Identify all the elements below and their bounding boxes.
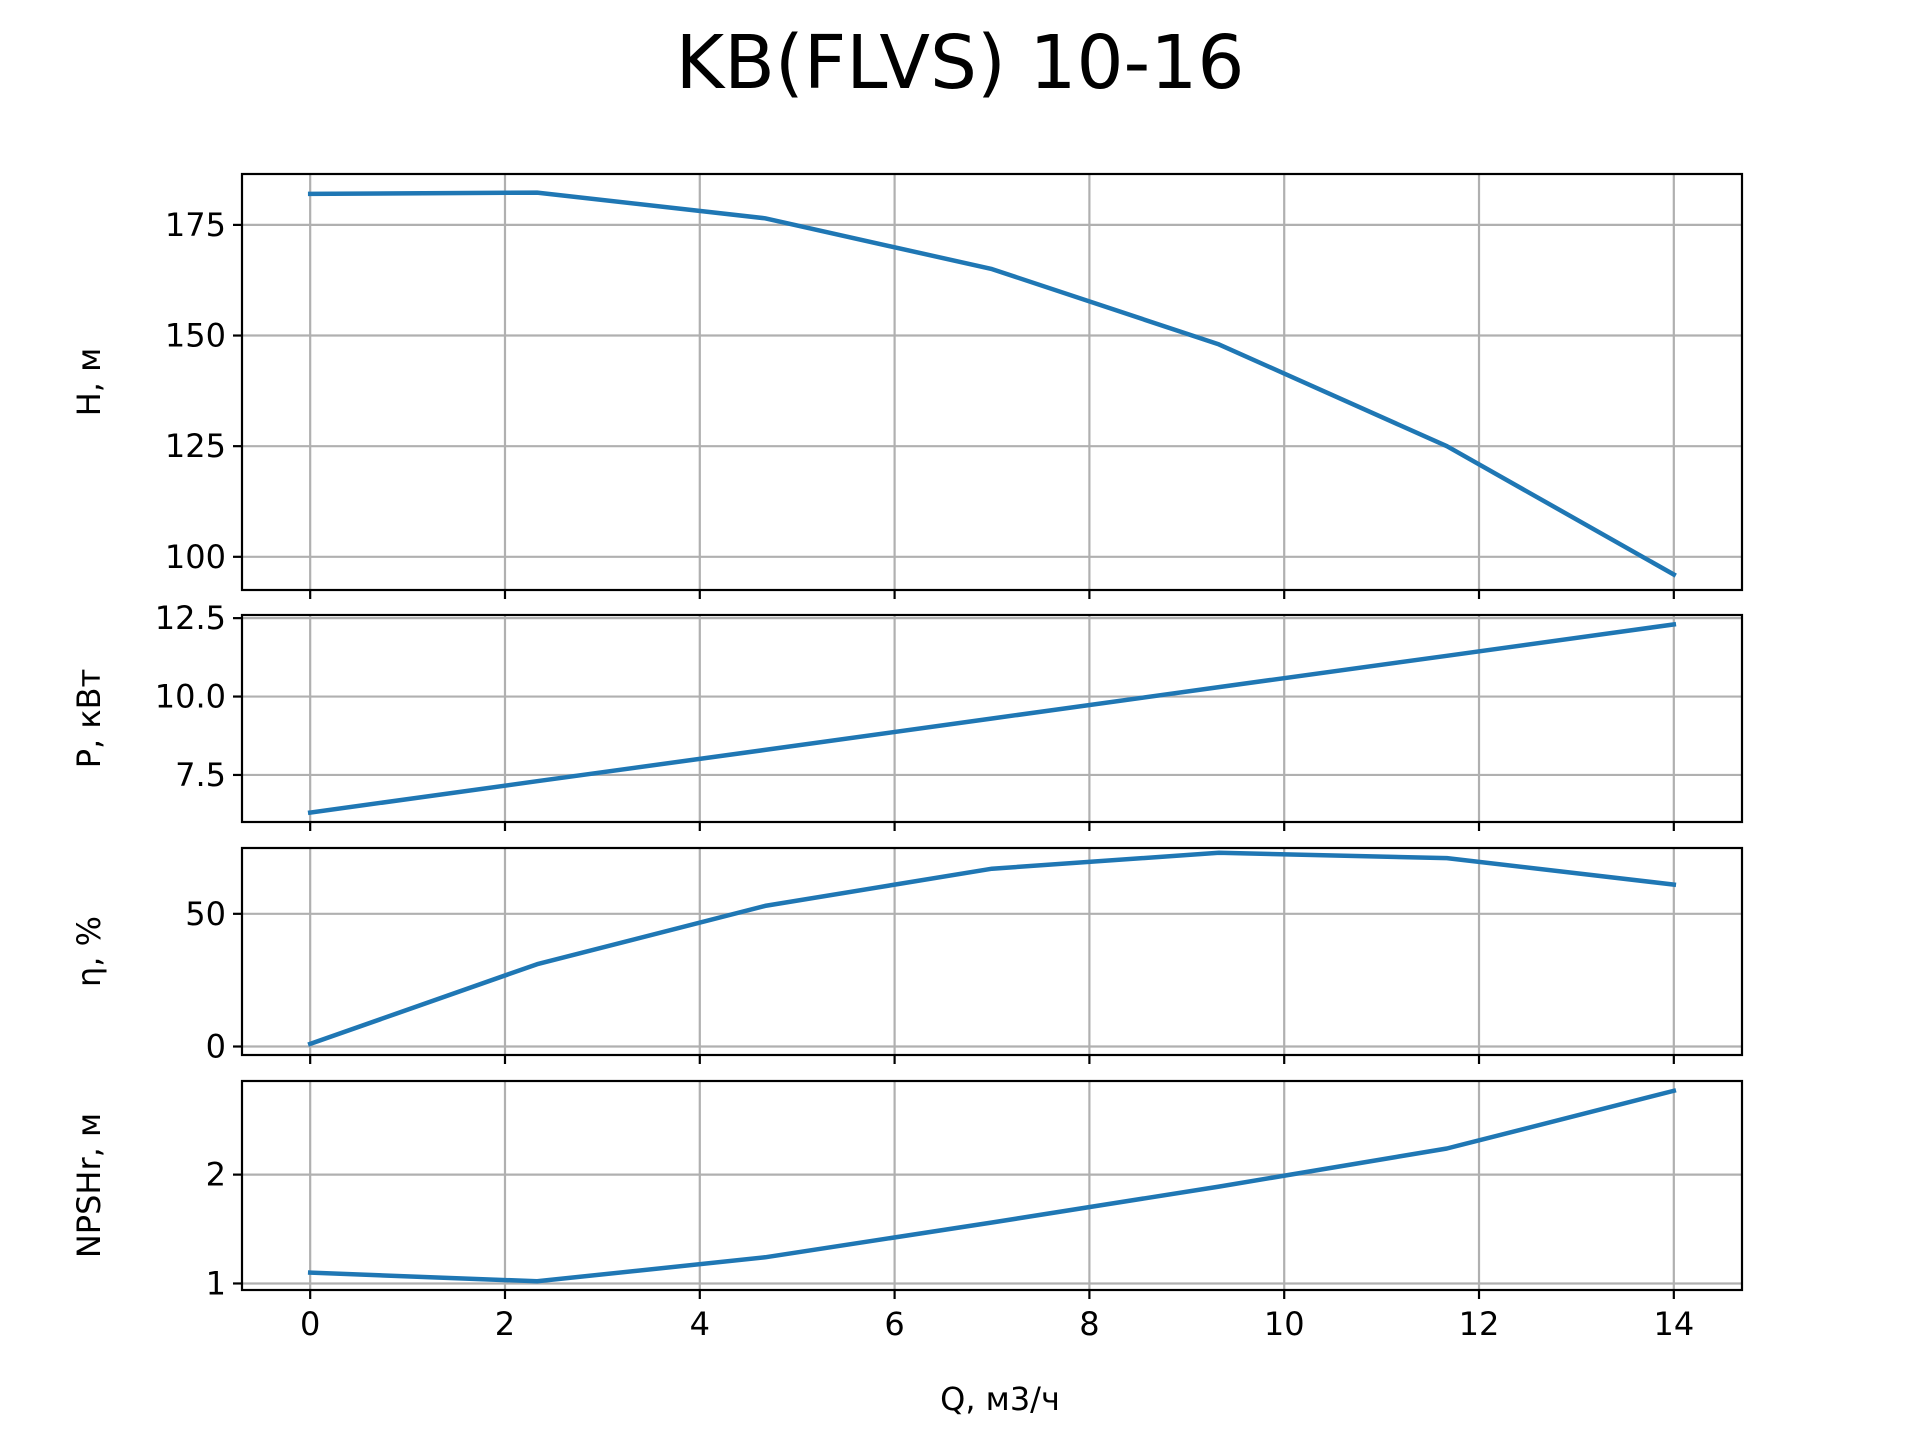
y-tick-label: 12.5 [155, 599, 226, 637]
x-tick-label: 8 [1079, 1305, 1099, 1343]
subplot-power: 7.5 10.0 12.5 P, кВт [70, 599, 1744, 831]
x-tick-label: 12 [1459, 1305, 1500, 1343]
y-tick-label: 7.5 [175, 756, 226, 794]
y-tick-label: 125 [165, 427, 226, 465]
y-axis-label: η, % [70, 916, 108, 987]
y-tick-label: 175 [165, 206, 226, 244]
efficiency-series-line [307, 850, 1677, 1047]
head-series-line [307, 190, 1677, 578]
y-tick-label: 10.0 [155, 678, 226, 716]
chart-title: KB(FLVS) 10-16 [676, 20, 1245, 106]
axes-frame [240, 613, 1744, 824]
x-tick-label: 0 [300, 1305, 320, 1343]
y-tick-label: 1 [206, 1264, 226, 1302]
y-axis-label: H, м [70, 348, 108, 417]
axes-frame [240, 846, 1744, 1057]
y-axis-label: NPSHr, м [70, 1113, 108, 1258]
y-axis-label: P, кВт [70, 669, 108, 769]
npsh-series-line [307, 1088, 1677, 1284]
y-tick-label: 0 [206, 1028, 226, 1066]
y-tick-label: 2 [206, 1156, 226, 1194]
x-tick-label: 10 [1264, 1305, 1305, 1343]
y-tick-label: 100 [165, 538, 226, 576]
x-tick-label: 14 [1653, 1305, 1694, 1343]
power-series-line [307, 621, 1677, 816]
x-axis-label: Q, м3/ч [940, 1380, 1060, 1418]
y-tick-label: 50 [185, 895, 226, 933]
x-tick-label: 2 [495, 1305, 515, 1343]
subplot-efficiency: 0 50 η, % [70, 846, 1744, 1066]
x-tick-label: 4 [690, 1305, 710, 1343]
subplot-head: 100 125 150 175 H, м [70, 172, 1744, 599]
axes-frame [240, 172, 1744, 592]
y-tick-label: 150 [165, 317, 226, 355]
x-tick-label: 6 [884, 1305, 904, 1343]
axes-frame [240, 1079, 1744, 1292]
